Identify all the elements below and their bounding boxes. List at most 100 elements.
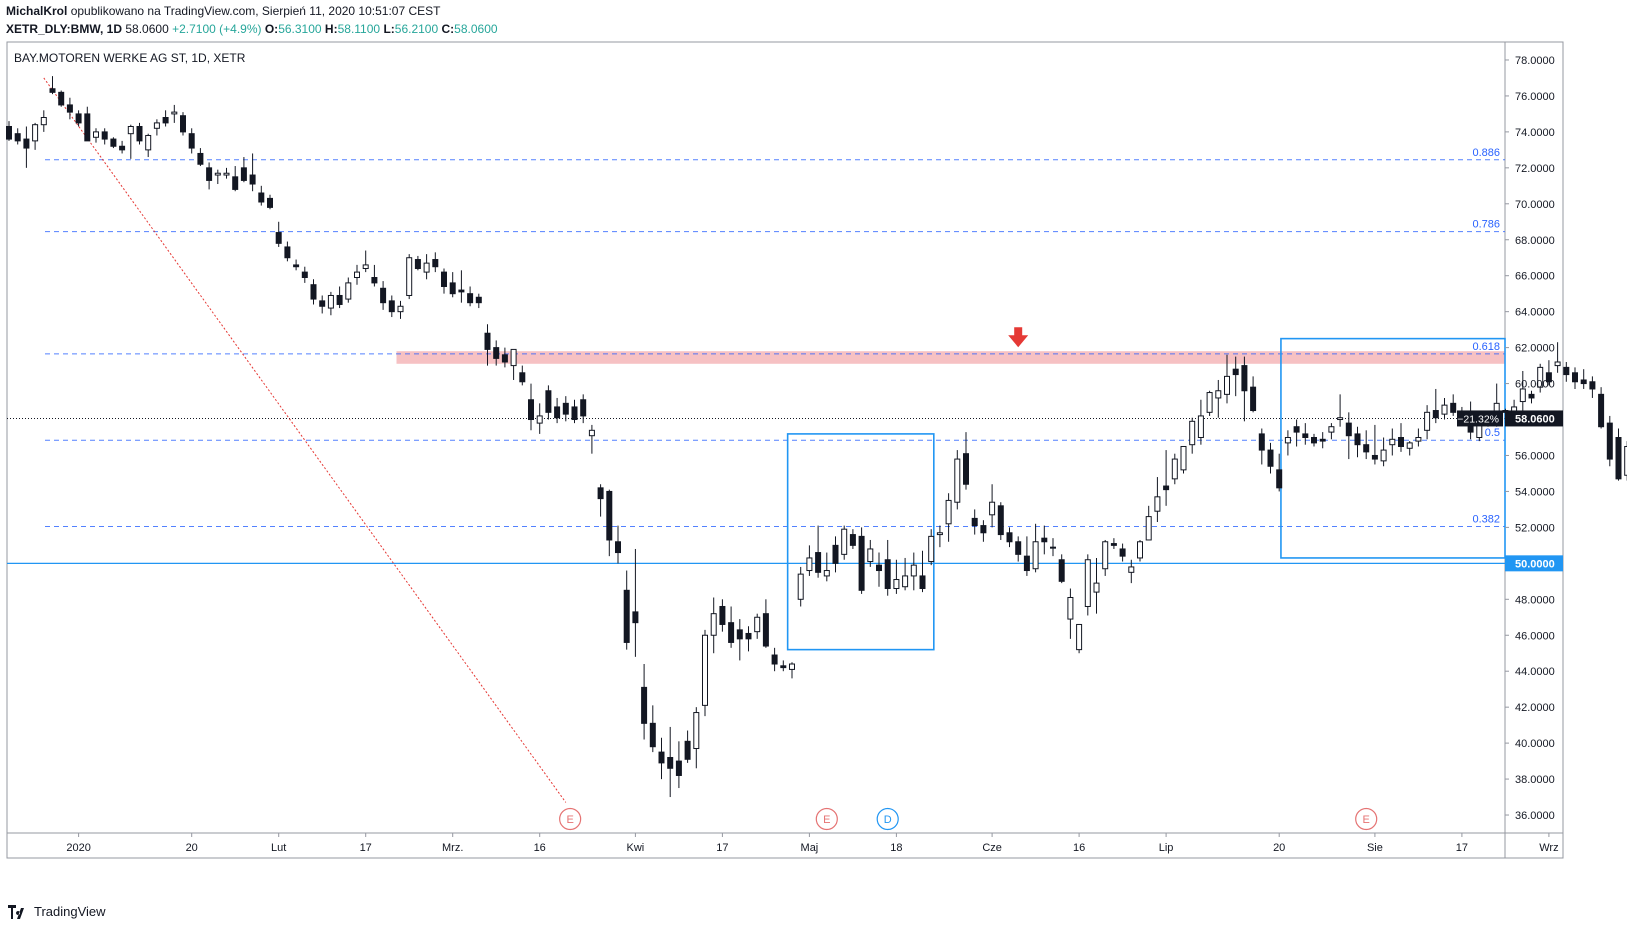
y-tick-label: 64.0000 — [1515, 307, 1555, 319]
candle-body — [93, 131, 99, 138]
candle-body — [1606, 422, 1613, 460]
candle-body — [641, 686, 648, 724]
candle-body — [1284, 437, 1291, 444]
candle-body — [467, 293, 474, 304]
open-value: 56.3100 — [278, 22, 322, 36]
candles — [6, 76, 1627, 798]
candle-body — [1363, 444, 1370, 453]
y-tick-label: 36.0000 — [1515, 810, 1555, 822]
candle-body — [388, 300, 395, 313]
candle-body — [554, 406, 561, 419]
x-tick-label: 17 — [1456, 842, 1468, 854]
candle-body — [1197, 415, 1204, 439]
candle-body — [1537, 366, 1544, 388]
x-tick-label: Kwi — [627, 842, 645, 854]
candle-body — [75, 113, 82, 124]
footer-brand[interactable]: TradingView — [34, 904, 106, 919]
candle-body — [1232, 368, 1239, 376]
y-tick-label: 48.0000 — [1515, 594, 1555, 606]
x-tick-label: 18 — [890, 842, 902, 854]
publish-text: opublikowano na TradingView.com, Sierpie… — [70, 4, 441, 18]
candle-body — [728, 622, 735, 643]
candle-body — [1032, 541, 1039, 570]
candle-body — [519, 372, 526, 383]
candle-body — [1224, 375, 1230, 395]
candle-body — [1615, 437, 1622, 480]
candle-body — [1554, 361, 1561, 367]
tradingview-logo-icon — [8, 904, 28, 919]
y-tick-label: 68.0000 — [1515, 235, 1555, 247]
candle-body — [1450, 402, 1457, 413]
candle-body — [684, 740, 691, 760]
candle-body — [1215, 390, 1222, 399]
candle-body — [710, 613, 717, 636]
candle-body — [1171, 458, 1178, 480]
candle-body — [336, 294, 343, 305]
candle-body — [936, 532, 943, 536]
y-tick-label: 76.0000 — [1515, 91, 1555, 103]
candle-body — [588, 429, 595, 437]
candle-body — [66, 104, 73, 113]
y-tick-label: 40.0000 — [1515, 738, 1555, 750]
earnings-marker — [1355, 807, 1378, 831]
open-label: O: — [264, 22, 279, 36]
low-label: L: — [383, 22, 395, 36]
change-label: −21.32% — [1457, 413, 1499, 425]
fib-label-3: 0.5 — [1485, 427, 1500, 439]
candle-body — [1050, 546, 1056, 549]
candle-body — [319, 300, 326, 307]
candle-body — [1563, 366, 1570, 376]
candle-body — [1345, 422, 1352, 437]
candle-body — [1589, 381, 1596, 390]
y-tick-label: 42.0000 — [1515, 702, 1555, 714]
candle-body — [954, 458, 961, 503]
x-tick-label: 16 — [534, 842, 546, 854]
candle-body — [136, 125, 143, 142]
down-arrow-icon — [1008, 327, 1029, 348]
candle-body — [1545, 372, 1552, 383]
candle-body — [232, 176, 239, 190]
candle-body — [380, 287, 387, 304]
candle-body — [754, 616, 761, 633]
candle-body — [180, 115, 186, 133]
candle-body — [649, 722, 656, 748]
candle-body — [1624, 445, 1627, 476]
event-label: E — [1363, 814, 1370, 826]
high-value: 58.1100 — [337, 22, 381, 36]
candle-body — [997, 505, 1004, 536]
ohlc-header: XETR_DLY:BMW, 1D 58.0600 +2.7100 (+4.9%)… — [6, 22, 498, 36]
candle-body — [562, 402, 569, 415]
candle-body — [171, 111, 178, 115]
support-price-tag — [1505, 555, 1563, 572]
candle-body — [841, 528, 848, 555]
dividend-marker — [876, 807, 899, 831]
candle-body — [797, 573, 804, 600]
candle-body — [971, 517, 978, 527]
candle-body — [197, 152, 204, 165]
candle-body — [528, 399, 534, 421]
candle-body — [1311, 437, 1317, 444]
candle-body — [293, 264, 300, 268]
earnings-marker — [559, 807, 582, 831]
low-value: 56.2100 — [394, 22, 439, 36]
candle-body — [223, 172, 230, 176]
candle-body — [1354, 433, 1361, 446]
candle-body — [1398, 437, 1404, 447]
candle-body — [145, 134, 152, 151]
earnings-marker — [815, 807, 838, 831]
x-tick-label: Sie — [1367, 842, 1383, 854]
y-tick-label: 72.0000 — [1515, 163, 1555, 175]
support-price-label: 50.0000 — [1515, 558, 1555, 570]
candle-body — [362, 264, 369, 270]
price-change: +2.7100 (+4.9%) — [172, 22, 262, 36]
candle-body — [1371, 454, 1378, 460]
candle-body — [736, 629, 743, 640]
candle-body — [249, 174, 256, 185]
x-tick-label: Maj — [801, 842, 819, 854]
y-tick-label: 54.0000 — [1515, 486, 1555, 498]
candle-body — [876, 564, 882, 572]
last-price: 58.0600 — [125, 22, 169, 36]
author-name[interactable]: MichalKrol — [6, 4, 68, 18]
y-tick-label: 66.0000 — [1515, 271, 1555, 283]
